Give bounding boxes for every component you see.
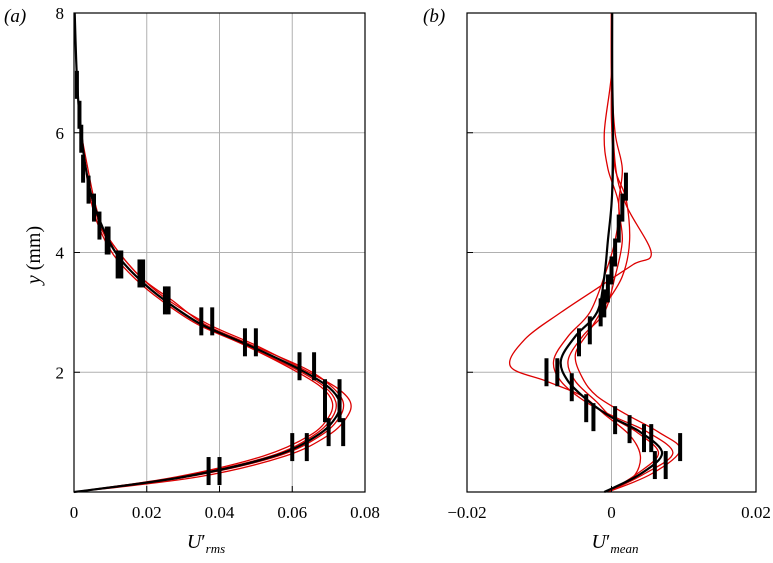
panel-b-x-tick-label: 0 — [607, 503, 616, 522]
panel-b-label: (b) — [423, 6, 445, 27]
panel-a-y-tick-label: 4 — [56, 244, 65, 263]
panel-a-error-bars — [74, 70, 346, 486]
panel-a-x-tick-labels: 0 0.02 0.04 0.06 0.08 — [70, 503, 380, 522]
panel-a-x-tick-label: 0.08 — [350, 503, 380, 522]
panel-b-x-tick-label: 0.02 — [741, 503, 771, 522]
panel-a-y-tick-label: 6 — [56, 124, 65, 143]
panel-a-y-tick-label: 8 — [56, 4, 65, 23]
panel-a-x-tick-label: 0 — [70, 503, 79, 522]
panel-b-x-tick-label: −0.02 — [447, 503, 486, 522]
panel-a-y-axis-label: y (mm) — [23, 226, 45, 286]
panel-a-tick-marks — [73, 12, 366, 492]
panel-b-realization-line — [552, 12, 674, 493]
panel-a-label: (a) — [4, 6, 26, 27]
panel-a-x-axis-label: U′rms — [187, 531, 225, 556]
panel-b-x-tick-labels: −0.02 0 0.02 — [447, 503, 771, 522]
panel-a-x-tick-label: 0.02 — [132, 503, 162, 522]
panel-a-x-tick-label: 0.04 — [205, 503, 235, 522]
panel-b-realization-line — [508, 12, 652, 493]
panel-b-tick-marks — [466, 12, 757, 492]
panel-b-x-axis-label: U′mean — [592, 531, 639, 556]
panel-a: 0 0.02 0.04 0.06 0.08 2 4 6 8 (a) y (mm) U′rms — [4, 4, 380, 556]
panel-b-mean-line — [559, 12, 664, 493]
panel-a-x-tick-label: 0.06 — [277, 503, 307, 522]
panel-a-y-tick-labels: 2 4 6 8 — [56, 4, 65, 382]
panel-b: −0.02 0 0.02 (b) U′mean — [423, 6, 771, 556]
panel-b-error-bars — [544, 172, 683, 480]
panel-a-y-tick-label: 2 — [56, 363, 65, 382]
